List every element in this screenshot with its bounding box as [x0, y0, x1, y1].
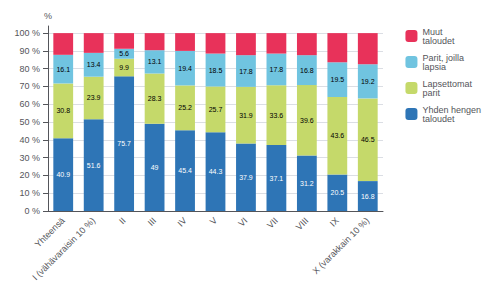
- svg-text:19.5: 19.5: [331, 76, 345, 83]
- svg-text:Muut: Muut: [422, 26, 443, 37]
- svg-text:49: 49: [151, 164, 159, 171]
- svg-text:60 %: 60 %: [19, 99, 40, 109]
- svg-text:9.9: 9.9: [119, 64, 129, 71]
- svg-text:25.2: 25.2: [178, 104, 192, 111]
- svg-text:75.7: 75.7: [117, 140, 131, 147]
- svg-text:lapsia: lapsia: [422, 62, 446, 72]
- svg-text:33.6: 33.6: [270, 112, 284, 119]
- svg-text:37.9: 37.9: [239, 174, 253, 181]
- svg-text:VIII: VIII: [294, 215, 311, 232]
- svg-text:19.4: 19.4: [178, 65, 192, 72]
- svg-text:16.8: 16.8: [361, 193, 375, 200]
- svg-text:30 %: 30 %: [19, 153, 40, 163]
- svg-text:II: II: [117, 215, 128, 226]
- svg-text:31.2: 31.2: [300, 180, 314, 187]
- svg-text:80 %: 80 %: [19, 64, 40, 74]
- svg-text:40.9: 40.9: [56, 171, 70, 178]
- svg-text:13.4: 13.4: [87, 61, 101, 68]
- svg-text:IV: IV: [175, 215, 188, 228]
- svg-text:39.6: 39.6: [300, 117, 314, 124]
- svg-text:23.9: 23.9: [87, 94, 101, 101]
- svg-text:31.9: 31.9: [239, 112, 253, 119]
- svg-text:16.1: 16.1: [56, 66, 70, 73]
- svg-text:40 %: 40 %: [19, 135, 40, 145]
- svg-text:I (vähävaraisin 10 %): I (vähävaraisin 10 %): [30, 215, 97, 282]
- svg-text:V: V: [208, 215, 219, 226]
- svg-text:28.3: 28.3: [148, 95, 162, 102]
- svg-text:20 %: 20 %: [19, 170, 40, 180]
- svg-text:Yhden hengen: Yhden hengen: [422, 104, 481, 115]
- svg-text:Lapsettomat: Lapsettomat: [422, 78, 472, 89]
- svg-text:13.1: 13.1: [148, 58, 162, 65]
- svg-text:taloudet: taloudet: [422, 36, 455, 46]
- svg-text:100 %: 100 %: [14, 28, 40, 38]
- svg-text:45.4: 45.4: [178, 167, 192, 174]
- svg-text:18.5: 18.5: [209, 67, 223, 74]
- svg-text:17.8: 17.8: [270, 66, 284, 73]
- svg-text:VII: VII: [265, 215, 280, 230]
- svg-text:III: III: [146, 215, 158, 227]
- svg-text:Parit, joilla: Parit, joilla: [422, 52, 464, 63]
- svg-text:37.1: 37.1: [270, 175, 284, 182]
- svg-text:16.8: 16.8: [300, 67, 314, 74]
- svg-text:51.6: 51.6: [87, 162, 101, 169]
- svg-text:5.6: 5.6: [119, 50, 129, 57]
- svg-text:30.8: 30.8: [56, 107, 70, 114]
- svg-text:parit: parit: [422, 88, 440, 98]
- svg-text:Yhteensä: Yhteensä: [32, 215, 67, 250]
- svg-text:25.7: 25.7: [209, 106, 223, 113]
- svg-text:90 %: 90 %: [19, 46, 40, 56]
- svg-text:20.5: 20.5: [331, 189, 345, 196]
- svg-text:17.8: 17.8: [239, 68, 253, 75]
- svg-text:70 %: 70 %: [19, 81, 40, 91]
- svg-text:43.6: 43.6: [331, 132, 345, 139]
- svg-text:44.3: 44.3: [209, 168, 223, 175]
- svg-text:%: %: [44, 11, 52, 21]
- svg-text:50 %: 50 %: [19, 117, 40, 127]
- svg-text:X (varakkain 10 %): X (varakkain 10 %): [311, 215, 372, 276]
- svg-text:0 %: 0 %: [24, 206, 40, 216]
- svg-text:VI: VI: [236, 215, 249, 228]
- svg-text:10 %: 10 %: [19, 188, 40, 198]
- svg-text:46.5: 46.5: [361, 136, 375, 143]
- svg-text:19.2: 19.2: [361, 78, 375, 85]
- svg-text:IX: IX: [328, 215, 341, 228]
- svg-text:taloudet: taloudet: [422, 114, 455, 124]
